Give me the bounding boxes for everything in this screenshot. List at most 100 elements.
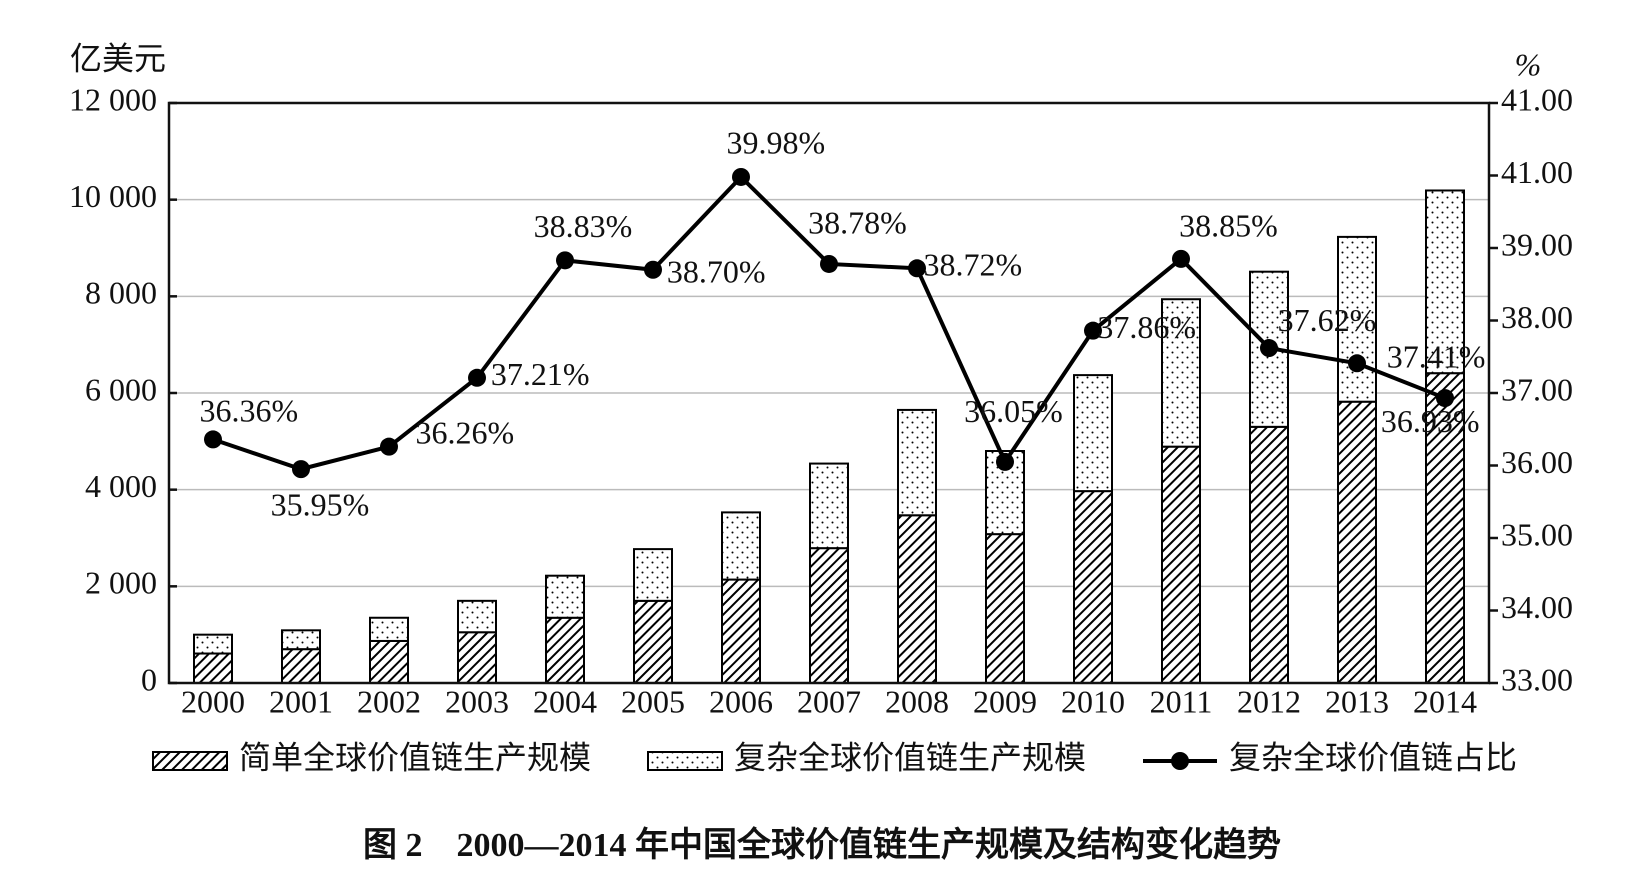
y2-tick-label: 41.00 [1501, 81, 1573, 117]
x-tick-label: 2010 [1061, 683, 1125, 719]
point [380, 437, 398, 456]
y-tick-label: 12 000 [69, 81, 157, 117]
bar [369, 616, 409, 642]
x-tick-label: 2012 [1237, 683, 1301, 719]
bar [1337, 235, 1377, 403]
bar [1337, 400, 1377, 684]
bar [1425, 189, 1465, 375]
data-label: 36.05% [964, 393, 1063, 429]
y-axis-label: 亿美元 [70, 40, 166, 76]
legend-label: 简单全球价值链生产规模 [239, 739, 591, 775]
bar [809, 462, 849, 550]
bar [369, 639, 409, 685]
y-tick-label: 4 000 [85, 468, 157, 504]
y2-tick-label: 34.00 [1501, 589, 1573, 625]
y2-tick-label: 33.00 [1501, 661, 1573, 697]
x-tick-label: 2014 [1413, 683, 1477, 719]
y-tick-label: 2 000 [85, 565, 157, 601]
x-tick-label: 2008 [885, 683, 949, 719]
x-tick-label: 2004 [533, 683, 597, 719]
caption: 图 2 2000—2014 年中国全球价值链生产规模及结构变化趋势 [363, 825, 1281, 864]
x-tick-label: 2006 [709, 683, 773, 719]
data-label: 35.95% [271, 486, 370, 522]
bar [897, 408, 937, 517]
data-label: 37.62% [1278, 302, 1377, 338]
bar [897, 514, 937, 684]
bar [721, 511, 761, 581]
x-tick-label: 2013 [1325, 683, 1389, 719]
bar [633, 548, 673, 602]
bar [457, 631, 497, 684]
bar [193, 633, 233, 655]
bar [1249, 425, 1289, 684]
x-tick-label: 2011 [1150, 683, 1213, 719]
point [468, 368, 486, 387]
y2-tick-label: 39.00 [1501, 226, 1573, 262]
data-label: 38.70% [667, 253, 766, 289]
y2-axis-label: % [1515, 46, 1542, 82]
bar [1073, 374, 1113, 493]
point [644, 260, 662, 279]
bar [281, 629, 321, 651]
bar [545, 574, 585, 619]
y-tick-label: 8 000 [85, 275, 157, 311]
bar [457, 599, 497, 634]
bar [721, 578, 761, 684]
y2-tick-label: 35.00 [1501, 516, 1573, 552]
y2-tick-label: 37.00 [1501, 371, 1573, 407]
point [556, 251, 574, 270]
bar [1161, 298, 1201, 448]
point [1348, 354, 1366, 373]
point [820, 254, 838, 273]
bar [1425, 372, 1465, 684]
legend-label: 复杂全球价值链生产规模 [734, 739, 1086, 775]
bar [985, 533, 1025, 685]
data-label: 38.72% [924, 247, 1023, 283]
plot-frame [167, 101, 1491, 685]
x-tick-label: 2009 [973, 683, 1037, 719]
data-label: 38.85% [1179, 208, 1278, 244]
data-label: 36.36% [200, 392, 299, 428]
bar [633, 599, 673, 684]
data-label: 36.93% [1381, 403, 1480, 439]
point [908, 259, 926, 278]
y2-tick-label: 36.00 [1501, 444, 1573, 480]
data-label: 37.21% [491, 356, 590, 392]
point [1436, 389, 1454, 408]
point [1172, 249, 1190, 268]
y-tick-label: 6 000 [85, 371, 157, 407]
data-label: 38.78% [808, 204, 907, 240]
bar [545, 616, 585, 684]
bar [1161, 445, 1201, 684]
point [1260, 339, 1278, 358]
bar [281, 648, 321, 685]
bar [193, 652, 233, 684]
legend-swatch [152, 751, 228, 771]
point [732, 167, 750, 186]
data-label: 36.26% [416, 414, 515, 450]
data-label: 38.83% [534, 208, 633, 244]
x-tick-label: 2002 [357, 683, 421, 719]
legend-label: 复杂全球价值链占比 [1229, 739, 1517, 775]
point [204, 430, 222, 449]
y2-tick-label: 38.00 [1501, 299, 1573, 335]
data-label: 37.86% [1097, 309, 1196, 345]
bar [809, 547, 849, 685]
data-label: 37.41% [1387, 338, 1486, 374]
legend-swatch [647, 751, 723, 771]
point [1084, 321, 1102, 340]
x-tick-label: 2003 [445, 683, 509, 719]
x-tick-label: 2001 [269, 683, 333, 719]
data-label: 39.98% [726, 125, 825, 161]
x-tick-label: 2000 [181, 683, 245, 719]
y2-tick-label: 41.00 [1501, 154, 1573, 190]
x-tick-label: 2007 [797, 683, 861, 719]
point [292, 460, 310, 479]
y-tick-label: 10 000 [69, 178, 157, 214]
point [996, 452, 1014, 471]
bar [1073, 490, 1113, 684]
y-tick-label: 0 [141, 661, 157, 697]
legend-swatch [1171, 752, 1189, 770]
x-tick-label: 2005 [621, 683, 685, 719]
